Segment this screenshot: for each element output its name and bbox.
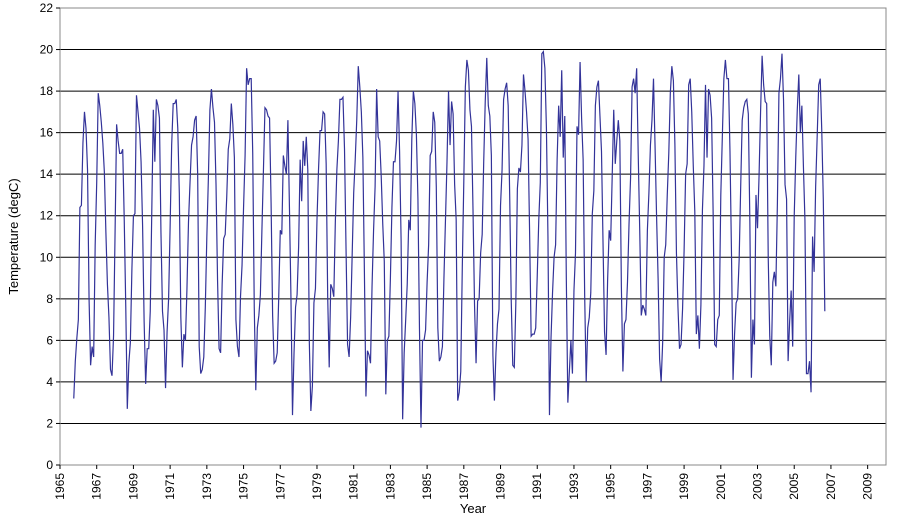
svg-text:1967: 1967	[90, 473, 104, 500]
y-axis-title: Temperature (degC)	[6, 178, 21, 294]
svg-text:1999: 1999	[677, 473, 691, 500]
svg-text:1993: 1993	[567, 473, 581, 500]
svg-text:4: 4	[46, 375, 53, 389]
svg-text:1987: 1987	[457, 473, 471, 500]
svg-text:1973: 1973	[200, 473, 214, 500]
svg-text:10: 10	[40, 250, 54, 264]
svg-text:1977: 1977	[273, 473, 287, 500]
svg-text:2003: 2003	[751, 473, 765, 500]
svg-text:18: 18	[40, 84, 54, 98]
temperature-timeseries-chart: 0 2 4 6 8 10 12 14 16 18 20 22 Temperature (degC) 196…	[0, 0, 898, 519]
svg-text:12: 12	[40, 209, 54, 223]
svg-text:16: 16	[40, 126, 54, 140]
svg-text:2007: 2007	[824, 473, 838, 500]
svg-text:0: 0	[46, 458, 53, 472]
svg-text:1965: 1965	[53, 473, 67, 500]
svg-text:1997: 1997	[640, 473, 654, 500]
svg-text:2005: 2005	[787, 473, 801, 500]
svg-text:14: 14	[40, 167, 54, 181]
svg-text:1995: 1995	[604, 473, 618, 500]
svg-text:1971: 1971	[163, 473, 177, 500]
svg-text:6: 6	[46, 333, 53, 347]
svg-text:1979: 1979	[310, 473, 324, 500]
svg-text:20: 20	[40, 43, 54, 57]
svg-text:2001: 2001	[714, 473, 728, 500]
svg-text:1975: 1975	[237, 473, 251, 500]
svg-text:22: 22	[40, 1, 54, 15]
svg-text:1991: 1991	[530, 473, 544, 500]
svg-text:1985: 1985	[420, 473, 434, 500]
svg-text:2009: 2009	[861, 473, 875, 500]
svg-text:2: 2	[46, 416, 53, 430]
svg-text:1983: 1983	[383, 473, 397, 500]
svg-text:1969: 1969	[126, 473, 140, 500]
x-axis-title: Year	[460, 501, 487, 516]
svg-text:1981: 1981	[347, 473, 361, 500]
svg-text:8: 8	[46, 292, 53, 306]
svg-text:1989: 1989	[494, 473, 508, 500]
